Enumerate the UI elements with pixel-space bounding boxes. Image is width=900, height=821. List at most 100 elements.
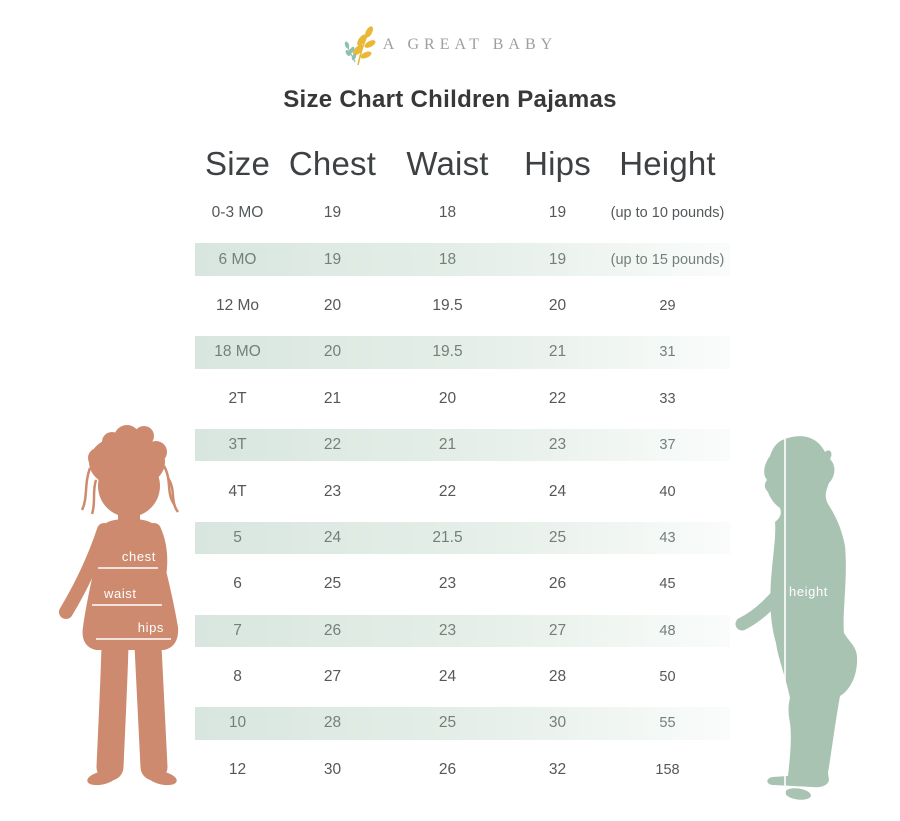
cell-height: 31	[659, 344, 676, 361]
girl-silhouette: chest waist hips	[59, 425, 180, 786]
cell-chest: 20	[323, 296, 342, 314]
table-row: 2T 21 20 22 33	[195, 376, 730, 422]
column-header-chest: Chest	[288, 145, 377, 182]
waist-label: waist	[103, 586, 137, 601]
table-row: 18 MO 20 19.5 21 31	[195, 329, 730, 375]
girl-measurement-lines: chest waist hips	[92, 549, 171, 640]
cell-chest: 19	[323, 204, 342, 222]
cell-size: 12 Mo	[215, 296, 260, 314]
cell-size: 0-3 MO	[211, 204, 264, 222]
cell-hips: 19	[548, 250, 567, 268]
table-row: 3T 22 21 23 37	[195, 422, 730, 468]
cell-chest: 24	[323, 528, 342, 546]
cell-hips: 23	[548, 436, 567, 454]
cell-size: 12	[228, 760, 247, 778]
column-header-size: Size	[205, 145, 270, 182]
cell-size: 5	[233, 528, 242, 546]
cell-size: 7	[233, 621, 242, 639]
cell-chest: 20	[323, 343, 342, 361]
cell-waist: 23	[438, 575, 457, 593]
cell-size: 3T	[228, 436, 247, 454]
cell-size: 4T	[228, 482, 247, 500]
page-title: Size Chart Children Pajamas	[283, 86, 617, 113]
size-table-body: 0-3 MO 19 18 19 (up to 10 pounds) 6 MO 19 18 19 (…	[195, 190, 730, 793]
cell-height: 37	[659, 437, 676, 454]
cell-height: 29	[659, 297, 676, 314]
height-measurement: height	[784, 437, 828, 798]
cell-chest: 23	[323, 482, 342, 500]
cell-waist: 20	[438, 389, 457, 407]
size-table: Size Chest Waist Hips Height 0-3 MO 19 18 19 (up…	[195, 138, 730, 793]
table-row: 12 Mo 20 19.5 20 29	[195, 283, 730, 329]
child-profile-silhouette: height	[735, 436, 858, 800]
cell-height: 50	[659, 669, 676, 686]
table-row: 6 25 23 26 45	[195, 561, 730, 607]
cell-waist: 22	[438, 482, 457, 500]
cell-waist: 21.5	[432, 528, 463, 546]
cell-waist: 21	[438, 436, 457, 454]
column-header-waist: Waist	[406, 145, 489, 182]
cell-size: 6 MO	[218, 250, 257, 268]
cell-height: 158	[655, 761, 680, 778]
cell-waist: 24	[438, 668, 457, 686]
cell-size: 2T	[228, 389, 247, 407]
cell-chest: 26	[323, 621, 342, 639]
botanical-sprig-icon	[344, 26, 376, 66]
cell-chest: 25	[323, 575, 342, 593]
cell-size: 6	[233, 575, 242, 593]
cell-height: 55	[659, 715, 676, 732]
cell-hips: 28	[548, 668, 567, 686]
cell-hips: 32	[548, 760, 567, 778]
hips-label: hips	[138, 620, 164, 635]
cell-waist: 18	[438, 250, 457, 268]
cell-waist: 25	[438, 714, 457, 732]
cell-hips: 19	[548, 204, 567, 222]
table-row: 10 28 25 30 55	[195, 700, 730, 746]
table-row: 8 27 24 28 50	[195, 654, 730, 700]
cell-hips: 30	[548, 714, 567, 732]
cell-size: 8	[233, 668, 242, 686]
cell-waist: 23	[438, 621, 457, 639]
column-header-hips: Hips	[524, 145, 591, 182]
brand-name: A GREAT BABY	[382, 36, 558, 53]
cell-chest: 21	[323, 389, 342, 407]
cell-hips: 27	[548, 621, 567, 639]
cell-hips: 25	[548, 528, 567, 546]
table-header: Size Chest Waist Hips Height	[195, 138, 730, 190]
chest-label: chest	[122, 549, 156, 564]
table-row: 7 26 23 27 48	[195, 608, 730, 654]
cell-height: 43	[659, 529, 676, 546]
table-row: 6 MO 19 18 19 (up to 15 pounds)	[195, 236, 730, 282]
cell-chest: 28	[323, 714, 342, 732]
cell-height: 48	[659, 622, 676, 639]
cell-height: 45	[659, 576, 676, 593]
cell-hips: 26	[548, 575, 567, 593]
cell-size: 18 MO	[214, 343, 261, 361]
table-row: 12 30 26 32 158	[195, 747, 730, 793]
table-row: 0-3 MO 19 18 19 (up to 10 pounds)	[195, 190, 730, 236]
table-row: 4T 23 22 24 40	[195, 468, 730, 514]
cell-hips: 22	[548, 389, 567, 407]
cell-waist: 19.5	[432, 343, 463, 361]
cell-size: 10	[228, 714, 247, 732]
child-profile-body	[735, 436, 858, 800]
cell-waist: 19.5	[432, 296, 463, 314]
cell-chest: 22	[323, 436, 342, 454]
cell-waist: 26	[438, 760, 457, 778]
cell-height: 40	[659, 483, 676, 500]
cell-hips: 20	[548, 296, 567, 314]
cell-chest: 19	[323, 250, 342, 268]
cell-height: 33	[659, 390, 676, 407]
table-row: 5 24 21.5 25 43	[195, 515, 730, 561]
height-label: height	[789, 584, 828, 599]
column-header-height: Height	[619, 145, 716, 182]
cell-waist: 18	[438, 204, 457, 222]
cell-hips: 24	[548, 482, 567, 500]
cell-height: (up to 10 pounds)	[610, 205, 725, 222]
cell-hips: 21	[548, 343, 567, 361]
brand-logo: A GREAT BABY	[0, 22, 900, 68]
girl-body	[59, 425, 180, 786]
cell-chest: 27	[323, 668, 342, 686]
cell-chest: 30	[323, 760, 342, 778]
